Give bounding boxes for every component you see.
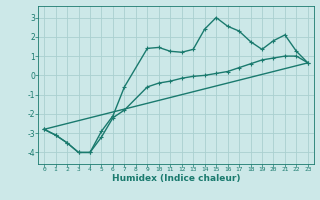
X-axis label: Humidex (Indice chaleur): Humidex (Indice chaleur) xyxy=(112,174,240,183)
